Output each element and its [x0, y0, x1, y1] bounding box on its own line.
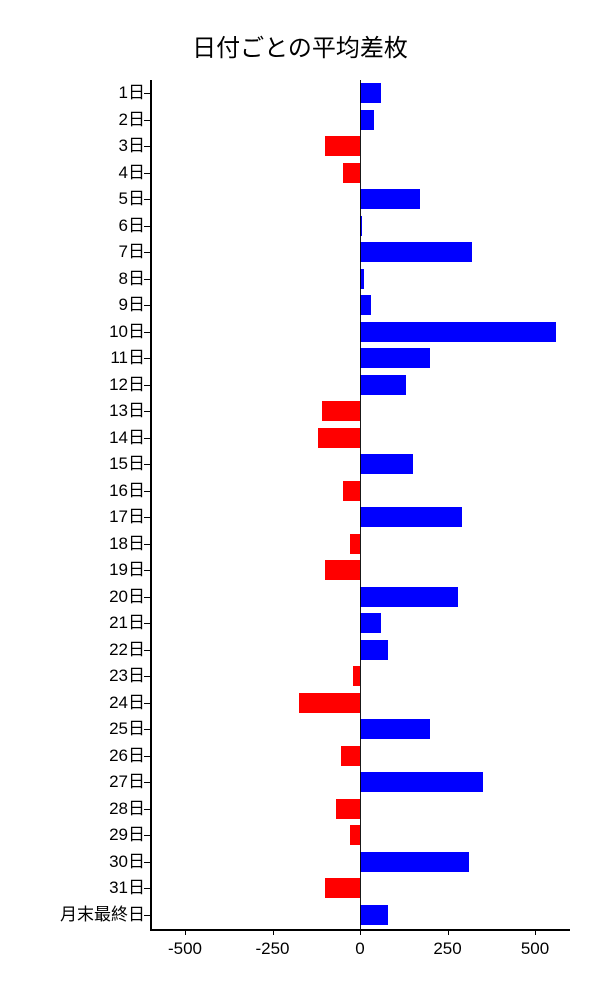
x-tick	[273, 929, 274, 935]
bar	[353, 666, 360, 686]
bar	[360, 772, 483, 792]
y-axis-label: 19日	[109, 557, 145, 584]
bar	[325, 560, 360, 580]
y-axis-label: 月末最終日	[60, 902, 145, 929]
y-axis-label: 25日	[109, 716, 145, 743]
y-axis-label: 24日	[109, 690, 145, 717]
y-axis-label: 3日	[119, 133, 145, 160]
bar	[341, 746, 360, 766]
y-axis-label: 16日	[109, 478, 145, 505]
bar	[343, 163, 361, 183]
y-axis-label: 2日	[119, 107, 145, 134]
bar	[325, 878, 360, 898]
y-axis-label: 21日	[109, 610, 145, 637]
y-axis-label: 9日	[119, 292, 145, 319]
y-axis-label: 13日	[109, 398, 145, 425]
y-axis-label: 14日	[109, 425, 145, 452]
chart-title: 日付ごとの平均差枚	[0, 28, 600, 63]
bar	[360, 852, 469, 872]
y-axis-label: 27日	[109, 769, 145, 796]
y-axis-label: 5日	[119, 186, 145, 213]
x-axis-label: -250	[255, 939, 289, 959]
bar	[360, 587, 458, 607]
x-axis-label: 250	[433, 939, 461, 959]
zero-line	[360, 80, 361, 930]
bar	[360, 295, 371, 315]
bar	[318, 428, 360, 448]
y-axis-label: 31日	[109, 875, 145, 902]
bar	[360, 719, 430, 739]
x-tick	[535, 929, 536, 935]
bar	[360, 242, 472, 262]
bar	[360, 454, 413, 474]
y-axis-label: 15日	[109, 451, 145, 478]
y-axis-label: 29日	[109, 822, 145, 849]
y-axis-label: 11日	[110, 345, 145, 372]
bar	[299, 693, 360, 713]
bar	[350, 534, 361, 554]
bar	[325, 136, 360, 156]
y-axis-label: 12日	[109, 372, 145, 399]
y-axis-label: 28日	[109, 796, 145, 823]
bar	[360, 640, 388, 660]
x-axis-label: 0	[355, 939, 364, 959]
y-axis-label: 20日	[109, 584, 145, 611]
bar	[360, 322, 556, 342]
y-axis-label: 17日	[109, 504, 145, 531]
bar	[350, 825, 361, 845]
y-axis-label: 30日	[109, 849, 145, 876]
y-axis-label: 4日	[119, 160, 145, 187]
x-tick	[185, 929, 186, 935]
y-axis-label: 23日	[109, 663, 145, 690]
y-axis-label: 26日	[109, 743, 145, 770]
y-axis-label: 22日	[109, 637, 145, 664]
x-tick	[448, 929, 449, 935]
bar	[360, 613, 381, 633]
bar	[360, 507, 462, 527]
y-axis-label: 6日	[119, 213, 145, 240]
chart-container: 日付ごとの平均差枚 1日2日3日4日5日6日7日8日9日10日11日12日13日…	[0, 0, 600, 1000]
bar	[360, 348, 430, 368]
bar	[360, 83, 381, 103]
bar	[336, 799, 361, 819]
y-axis-label: 1日	[119, 80, 145, 107]
bar	[322, 401, 361, 421]
bar	[360, 110, 374, 130]
bar	[343, 481, 361, 501]
y-axis-label: 18日	[109, 531, 145, 558]
bar	[360, 189, 420, 209]
y-axis-label: 8日	[119, 266, 145, 293]
bar	[360, 375, 406, 395]
bar	[360, 905, 388, 925]
x-axis-label: 500	[521, 939, 549, 959]
y-axis-label: 7日	[119, 239, 145, 266]
x-axis-label: -500	[168, 939, 202, 959]
y-axis-label: 10日	[109, 319, 145, 346]
